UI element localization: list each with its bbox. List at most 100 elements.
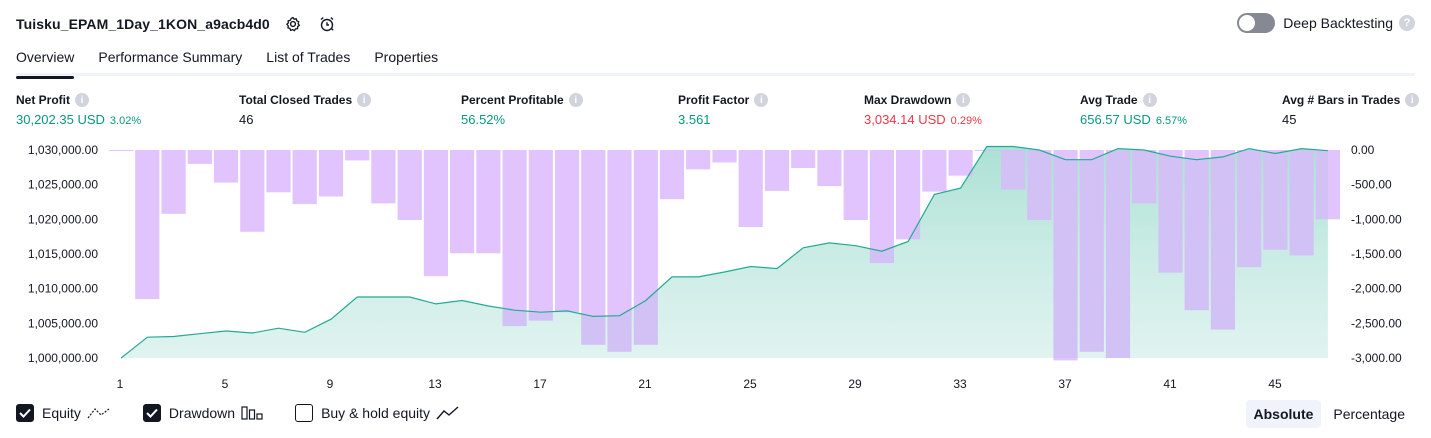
x-tick-label: 45 bbox=[1268, 377, 1282, 391]
info-icon[interactable]: i bbox=[1405, 93, 1420, 107]
drawdown-bar bbox=[450, 150, 475, 254]
settings-icon[interactable] bbox=[282, 13, 304, 35]
drawdown-bar bbox=[1053, 150, 1078, 361]
y-left-tick-label: 1,025,000.00 bbox=[28, 178, 98, 192]
drawdown-bar bbox=[817, 150, 842, 187]
y-right-tick-label: -2,500.00 bbox=[1351, 316, 1402, 330]
drawdown-bar bbox=[1079, 150, 1104, 352]
alert-clock-icon[interactable] bbox=[316, 13, 338, 35]
drawdown-bar bbox=[869, 150, 894, 263]
info-icon[interactable]: i bbox=[754, 93, 769, 107]
legend-buy-hold[interactable]: Buy & hold equity bbox=[295, 404, 460, 422]
metric-value: 30,202.35 USD bbox=[16, 112, 105, 127]
metric-label: Avg # Bars in Trades bbox=[1282, 93, 1401, 107]
drawdown-bar bbox=[1237, 150, 1262, 268]
x-tick-label: 17 bbox=[533, 377, 547, 391]
legend-drawdown[interactable]: Drawdown bbox=[142, 404, 263, 422]
drawdown-bar bbox=[476, 150, 501, 254]
equity-line-icon bbox=[87, 405, 111, 421]
drawdown-bar bbox=[161, 150, 186, 214]
drawdown-bar bbox=[528, 150, 553, 321]
drawdown-bar bbox=[896, 150, 921, 240]
x-tick-label: 9 bbox=[327, 377, 334, 391]
info-icon[interactable]: i bbox=[75, 93, 89, 107]
header: Tuisku_EPAM_1Day_1KON_a9acb4d0 bbox=[16, 12, 338, 36]
metric-net-profit: Net Profit i 30,202.35 USD 3.02% bbox=[16, 93, 141, 127]
drawdown-bar bbox=[1184, 150, 1209, 311]
equity-line bbox=[120, 145, 1328, 359]
drawdown-bar bbox=[1315, 150, 1340, 220]
metric-label: Total Closed Trades bbox=[239, 93, 353, 107]
x-tick-label: 29 bbox=[848, 377, 862, 391]
y-right-tick-label: -1,500.00 bbox=[1351, 247, 1402, 261]
equity-drawdown-chart[interactable]: 1,000,000.00 1,005,000.00 1,010,000.00 1,01… bbox=[0, 140, 1431, 398]
drawdown-bar bbox=[1132, 150, 1157, 204]
metric-value: 45 bbox=[1282, 112, 1297, 127]
percentage-button[interactable]: Percentage bbox=[1333, 406, 1405, 422]
drawdown-bar bbox=[686, 150, 711, 170]
drawdown-bar bbox=[948, 150, 973, 176]
drawdown-bar bbox=[345, 150, 370, 161]
info-icon[interactable]: i bbox=[568, 93, 583, 107]
x-tick-label: 13 bbox=[428, 377, 442, 391]
legend-equity[interactable]: Equity bbox=[16, 404, 111, 422]
scale-mode-toggle: Absolute Percentage bbox=[1242, 400, 1414, 428]
equity-checkbox[interactable] bbox=[16, 404, 34, 422]
drawdown-bar bbox=[1027, 150, 1052, 220]
drawdown-bars bbox=[109, 150, 1340, 361]
y-right-tick-label: -2,000.00 bbox=[1351, 282, 1402, 296]
drawdown-bar bbox=[764, 150, 790, 191]
metric-value: 56.52% bbox=[461, 112, 506, 127]
metric-avg-bars: Avg # Bars in Trades i 45 bbox=[1282, 93, 1420, 127]
info-icon[interactable]: i bbox=[357, 93, 372, 107]
tab-list-of-trades[interactable]: List of Trades bbox=[266, 49, 351, 65]
drawdown-bar bbox=[423, 150, 448, 277]
deep-backtesting-toggle[interactable] bbox=[1237, 13, 1276, 33]
drawdown-checkbox[interactable] bbox=[142, 404, 161, 422]
drawdown-bar bbox=[371, 150, 396, 204]
drawdown-bar bbox=[738, 150, 763, 227]
y-right-tick-label: -3,000.00 bbox=[1351, 351, 1402, 365]
metric-percent: 0.29% bbox=[950, 115, 982, 127]
equity-area bbox=[121, 146, 1328, 358]
deep-backtesting-label: Deep Backtesting bbox=[1283, 15, 1393, 31]
drawdown-bar bbox=[712, 150, 737, 163]
metric-percent-profitable: Percent Profitable i 56.52% bbox=[461, 93, 583, 127]
x-tick-label: 5 bbox=[222, 377, 229, 391]
info-icon[interactable]: i bbox=[1142, 93, 1157, 107]
deep-backtesting: Deep Backtesting ? bbox=[1237, 13, 1415, 33]
metric-avg-trade: Avg Trade i 656.57 USD 6.57% bbox=[1080, 93, 1187, 127]
buy-hold-checkbox[interactable] bbox=[295, 404, 314, 422]
x-tick-label: 33 bbox=[953, 377, 967, 391]
drawdown-bar bbox=[607, 150, 632, 352]
tab-overview[interactable]: Overview bbox=[16, 44, 75, 79]
x-tick-label: 1 bbox=[117, 377, 124, 391]
info-icon[interactable]: i bbox=[956, 93, 971, 107]
y-right-tick-label: -500.00 bbox=[1351, 178, 1392, 192]
drawdown-bar bbox=[791, 150, 816, 168]
x-tick-label: 41 bbox=[1163, 377, 1177, 391]
drawdown-bar bbox=[633, 150, 658, 345]
help-icon[interactable]: ? bbox=[1399, 15, 1415, 31]
drawdown-bar bbox=[1158, 150, 1183, 273]
absolute-button[interactable]: Absolute bbox=[1245, 400, 1322, 428]
tab-properties[interactable]: Properties bbox=[374, 49, 439, 65]
x-tick-label: 25 bbox=[743, 377, 757, 391]
y-right-tick-label: -1,000.00 bbox=[1351, 212, 1402, 226]
metric-label: Profit Factor bbox=[678, 93, 750, 107]
tab-performance-summary[interactable]: Performance Summary bbox=[98, 49, 243, 65]
chart-legend: Equity Drawdown Buy & hold equity bbox=[16, 404, 492, 422]
y-left-tick-label: 1,020,000.00 bbox=[28, 212, 98, 226]
metric-value: 3,034.14 USD bbox=[864, 112, 946, 127]
drawdown-bar bbox=[1105, 150, 1131, 358]
metric-value: 46 bbox=[239, 112, 254, 127]
drawdown-bar bbox=[187, 150, 212, 164]
drawdown-bar bbox=[555, 150, 580, 313]
drawdown-bar bbox=[1210, 150, 1235, 330]
legend-label: Buy & hold equity bbox=[321, 405, 431, 421]
tab-bar: Overview Performance Summary List of Tra… bbox=[16, 44, 1415, 79]
drawdown-bar bbox=[240, 150, 265, 232]
y-left-tick-label: 1,005,000.00 bbox=[28, 316, 98, 330]
drawdown-bar bbox=[135, 150, 160, 300]
drawdown-bar bbox=[109, 150, 134, 151]
